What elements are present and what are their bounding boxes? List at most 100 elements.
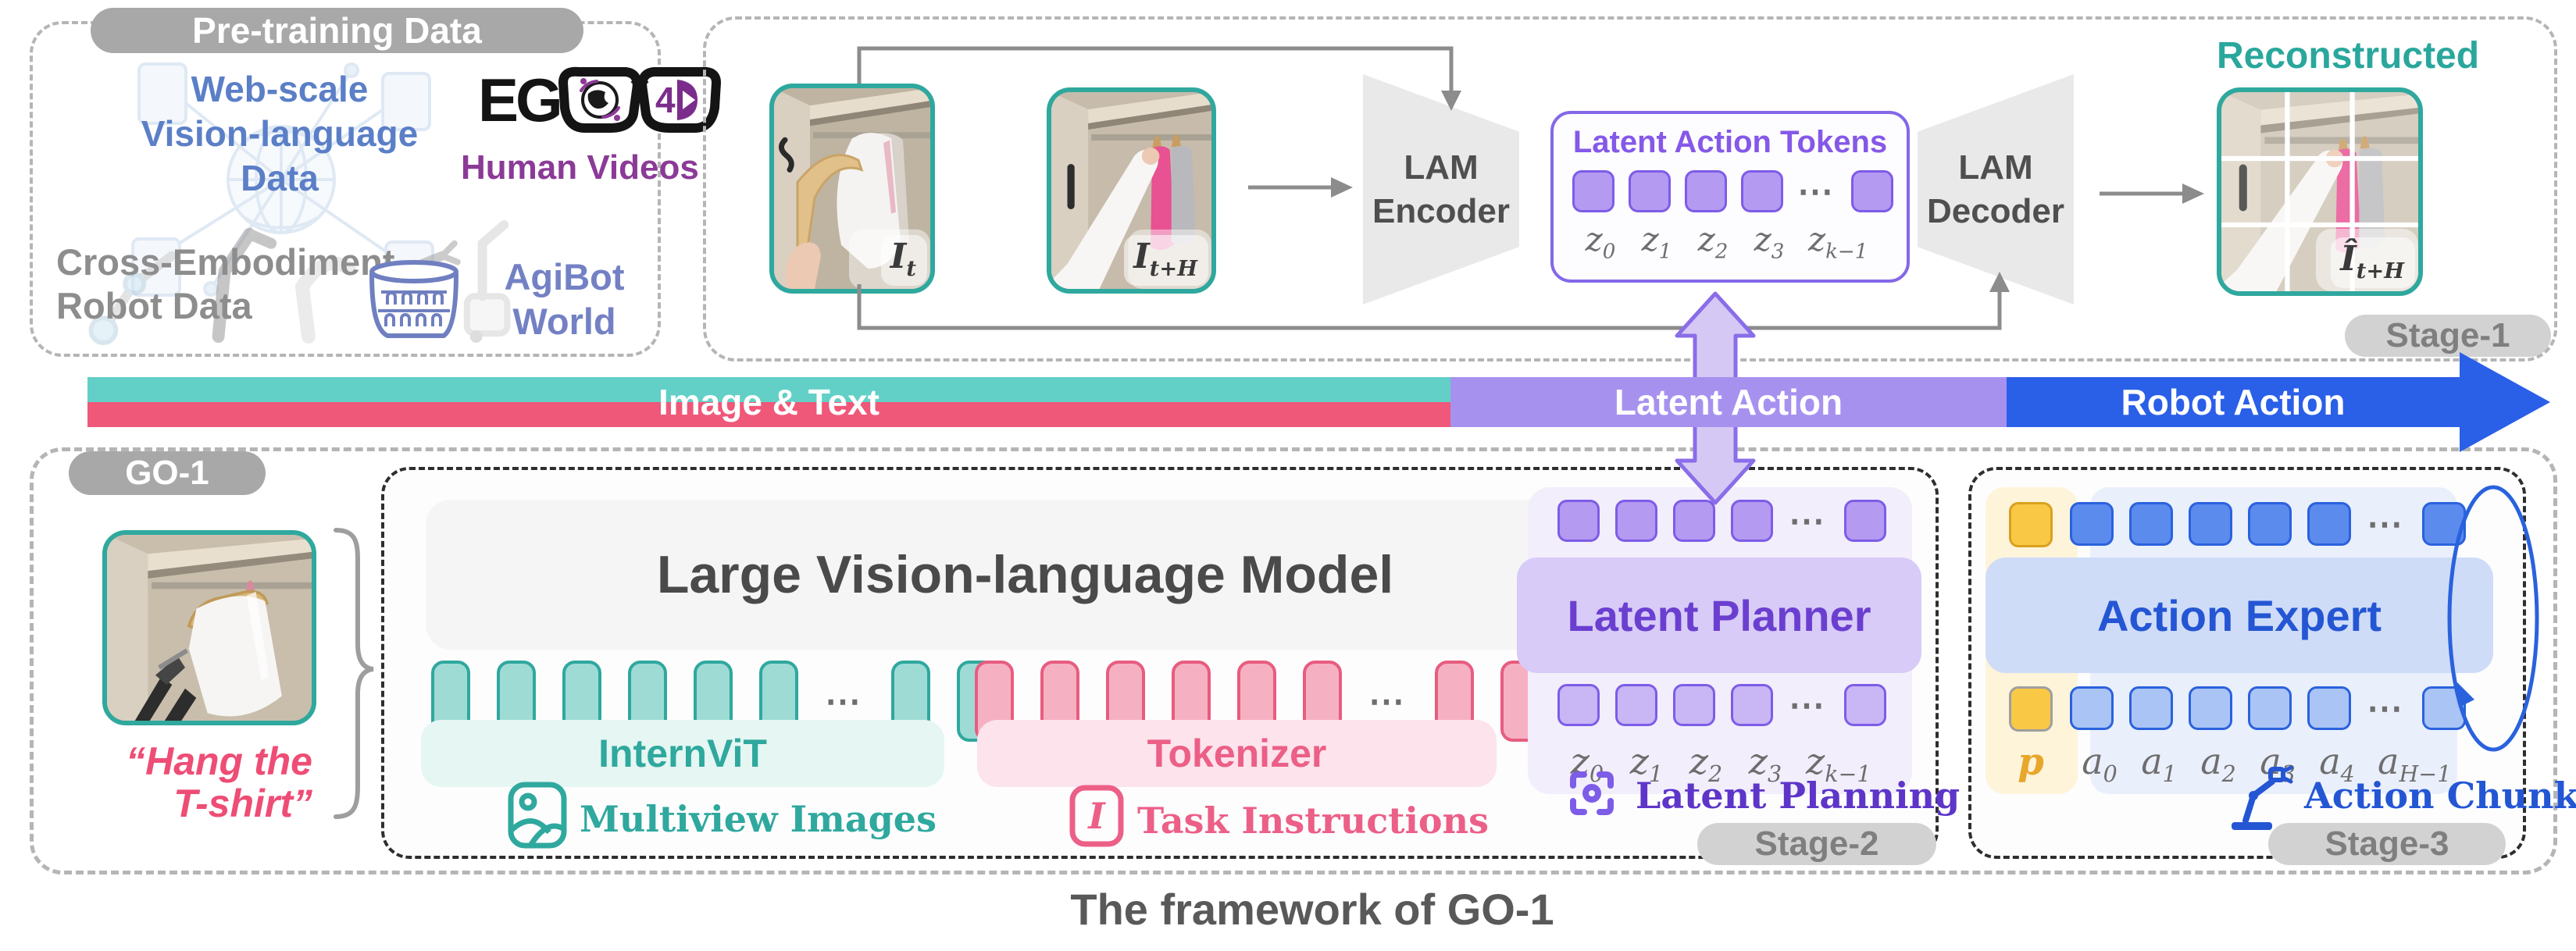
- bar-image-text: Image & Text: [87, 377, 1450, 427]
- token: [1615, 684, 1657, 726]
- robot-arm-icon: [2232, 765, 2293, 830]
- latent-planning-icon: [1570, 771, 1614, 815]
- task-instructions-label: Task Instructions: [1137, 800, 1489, 842]
- bar-robot-action: Robot Action: [2007, 377, 2460, 427]
- token-label: zk−1: [1806, 740, 1871, 788]
- human-videos-label: Human Videos: [461, 148, 699, 187]
- token-label: zk−1: [1808, 220, 1868, 264]
- latent-token-row: ⋯: [1572, 170, 1893, 212]
- ellipsis: ⋯: [1368, 681, 1408, 721]
- ellipsis: ⋯: [2367, 688, 2407, 728]
- bar-latent-action: Latent Action: [1450, 377, 2007, 427]
- multiview-images-icon: [508, 782, 567, 849]
- token: [1557, 684, 1600, 726]
- token-label: z3: [1754, 220, 1785, 264]
- latent-planner-title: Latent Planner: [1567, 590, 1871, 640]
- go1-box: [30, 447, 2557, 874]
- vision-token-row: ⋯: [431, 661, 996, 742]
- token: [1731, 684, 1773, 726]
- ellipsis: ⋯: [825, 681, 865, 721]
- token: [1572, 170, 1614, 212]
- ego4d-eg-text: EG: [478, 65, 563, 134]
- token-label: a0: [2082, 740, 2118, 788]
- stage2-pill: Stage-2: [1697, 823, 1936, 865]
- latent-planning-label: Latent Planning: [1636, 775, 1961, 817]
- token: [2129, 686, 2173, 730]
- stage1-box: [703, 16, 2557, 362]
- action-chunk-label: Action Chunk: [2304, 775, 2576, 817]
- go1-pill: GO-1: [69, 451, 266, 495]
- token: [1615, 500, 1657, 542]
- token: [2248, 686, 2292, 730]
- token: [1629, 170, 1671, 212]
- token-label: z2: [1697, 220, 1729, 264]
- action-expert-box: Action Expert: [1986, 557, 2493, 673]
- token: [1851, 170, 1893, 212]
- token-label: z0: [1585, 220, 1616, 264]
- token: [1741, 170, 1783, 212]
- colosseum-icon: [369, 260, 458, 338]
- token: [2189, 502, 2232, 546]
- ellipsis: ⋯: [1789, 685, 1829, 725]
- tokenizer-box: Tokenizer: [977, 720, 1497, 787]
- image-label-ith-hat: Ît+H: [2331, 237, 2415, 288]
- pretraining-title-pill: Pre-training Data: [91, 8, 583, 53]
- task-instructions-icon: I: [1069, 785, 1124, 847]
- latent-planner-box: Latent Planner: [1517, 557, 1921, 673]
- lvlm-box: Large Vision-language Model: [426, 500, 1625, 650]
- web-network-icon: [131, 62, 434, 300]
- ellipsis: ⋯: [2367, 504, 2407, 544]
- observation-image-it: It: [769, 84, 935, 294]
- latent-action-tokens-box: Latent Action Tokens ⋯ z0 z1 z2 z3 zk−1: [1550, 111, 1910, 283]
- token: [2189, 686, 2232, 730]
- image-label-it: It: [880, 235, 927, 286]
- token-label: aH−1: [2378, 740, 2452, 788]
- token: [1731, 500, 1773, 542]
- token-label: z2: [1689, 740, 1723, 788]
- action-expert-title: Action Expert: [2096, 590, 2382, 640]
- web-scale-label: Web-scale Vision-language Data: [141, 69, 419, 198]
- brace-icon: [334, 528, 374, 819]
- token: [2070, 502, 2114, 546]
- svg-text:I: I: [1086, 795, 1106, 837]
- proprio-token-top: [2009, 502, 2053, 547]
- ellipsis: ⋯: [1797, 171, 1837, 212]
- pretraining-title: Pre-training Data: [192, 10, 482, 51]
- token: [2307, 686, 2351, 730]
- reconstructed-image: Ît+H: [2217, 87, 2423, 296]
- stage3-pill: Stage-3: [2268, 823, 2506, 865]
- token: [2129, 502, 2173, 546]
- multiview-images-label: Multiview Images: [580, 798, 937, 840]
- ellipsis: ⋯: [1789, 500, 1829, 541]
- agibot-world-label: AgiBot World: [504, 256, 625, 342]
- token-label: z1: [1641, 220, 1672, 264]
- token: [2070, 686, 2114, 730]
- observation-image-ith: It+H: [1047, 87, 1216, 294]
- latent-token-labels: z0 z1 z2 z3 zk−1: [1572, 220, 1868, 263]
- task-image: [102, 530, 316, 725]
- planner-bottom-token-row: ⋯: [1557, 684, 1886, 726]
- recurrence-loop-arrow: [2447, 485, 2539, 752]
- latent-action-tokens-title: Latent Action Tokens: [1572, 125, 1888, 159]
- svg-text:4: 4: [655, 80, 676, 120]
- proprio-label: p: [2018, 740, 2044, 784]
- bar-arrowhead: [2460, 352, 2550, 452]
- expert-top-token-row: ⋯: [2070, 502, 2466, 546]
- image-label-ith: It+H: [1124, 235, 1208, 286]
- stage1-pill: Stage-1: [2345, 315, 2551, 357]
- token: [1673, 684, 1715, 726]
- token-label: a4: [2319, 740, 2355, 788]
- diagram-caption: The framework of GO-1: [1070, 885, 1554, 934]
- token: [1844, 500, 1886, 542]
- planner-top-token-row: ⋯: [1557, 500, 1886, 542]
- task-instruction-text: “Hang the T-shirt”: [126, 739, 312, 825]
- reconstructed-label: Reconstructed: [2217, 35, 2480, 77]
- glasses-icon: 4: [558, 66, 721, 133]
- token: [1557, 500, 1600, 542]
- tokenizer-title: Tokenizer: [1147, 732, 1327, 775]
- token: [1673, 500, 1715, 542]
- ego4d-logo: EG 4: [478, 56, 724, 144]
- token-label: z1: [1629, 740, 1664, 788]
- token: [2248, 502, 2292, 546]
